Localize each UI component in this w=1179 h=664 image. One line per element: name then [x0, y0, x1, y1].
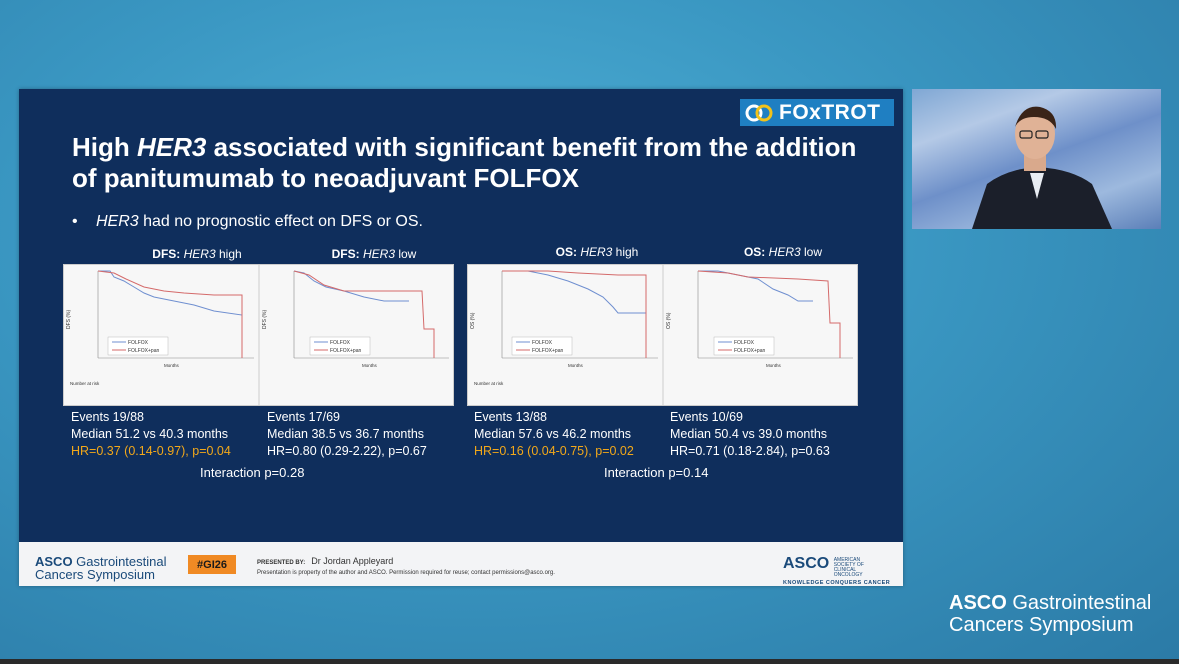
svg-text:Number at risk: Number at risk	[70, 381, 100, 386]
hashtag-badge: #GI26	[188, 555, 236, 574]
svg-text:OS (%): OS (%)	[470, 312, 476, 329]
km-panel-dfs-high: DFS (%) FOLFOX FOLFOX+pan Months Number …	[66, 270, 254, 386]
stats-os-low: Events 10/69 Median 50.4 vs 39.0 months …	[670, 410, 830, 458]
svg-text:Months: Months	[766, 363, 782, 368]
svg-text:FOLFOX: FOLFOX	[128, 340, 149, 346]
asco-logo: ASCO AMERICAN SOCIETY OF CLINICAL ONCOLO…	[783, 555, 891, 586]
speaker-video	[912, 89, 1161, 229]
stats-dfs-low: Events 17/69 Median 38.5 vs 36.7 months …	[267, 410, 427, 458]
km-panel-os-high: OS (%) FOLFOX FOLFOX+pan Months Number a…	[470, 270, 658, 386]
svg-text:FOLFOX+pan: FOLFOX+pan	[330, 348, 361, 354]
svg-text:OS (%): OS (%)	[666, 312, 672, 329]
presenter: PRESENTED BY: Dr Jordan Appleyard	[257, 556, 394, 566]
interaction-os: Interaction p=0.14	[604, 465, 709, 480]
bullet-point: • HER3 had no prognostic effect on DFS or…	[72, 213, 423, 230]
km-panel-dfs-low: DFS (%) FOLFOX FOLFOX+pan Months	[262, 270, 449, 368]
interaction-dfs: Interaction p=0.28	[200, 465, 305, 480]
stats-os-high: Events 13/88 Median 57.6 vs 46.2 months …	[474, 410, 634, 458]
svg-text:FOLFOX+pan: FOLFOX+pan	[128, 348, 159, 354]
speaker-silhouette	[972, 106, 1112, 229]
plot-title-dfs-high: DFS: HER3 high	[152, 247, 242, 261]
svg-text:FOLFOX+pan: FOLFOX+pan	[734, 348, 765, 354]
bottom-bar	[0, 659, 1179, 664]
slide-footer: ASCO Gastrointestinal Cancers Symposium …	[19, 542, 903, 586]
disclaimer: Presentation is property of the author a…	[257, 570, 555, 576]
km-panel-os-low: OS (%) FOLFOX FOLFOX+pan Months	[666, 270, 853, 368]
dfs-km-curves: DFS (%) FOLFOX FOLFOX+pan Months Number …	[66, 265, 449, 405]
svg-text:FOLFOX: FOLFOX	[330, 340, 351, 346]
foxtrot-logo-text: FOxTROT	[779, 100, 881, 124]
svg-text:FOLFOX: FOLFOX	[734, 340, 755, 346]
plot-title-os-low: OS: HER3 low	[743, 245, 823, 259]
svg-text:DFS (%): DFS (%)	[262, 310, 268, 330]
svg-text:Number at risk: Number at risk	[474, 381, 504, 386]
stats-dfs-high: Events 19/88 Median 51.2 vs 40.3 months …	[71, 410, 231, 458]
svg-text:DFS (%): DFS (%)	[66, 310, 72, 330]
presentation-slide: FOxTROT High HER3 associated with signif…	[19, 89, 903, 586]
svg-text:Months: Months	[164, 363, 180, 368]
foxtrot-logo-icon	[745, 104, 773, 121]
os-km-plots: OS (%) FOLFOX FOLFOX+pan Months Number a…	[467, 264, 858, 406]
os-km-curves: OS (%) FOLFOX FOLFOX+pan Months Number a…	[470, 265, 853, 405]
plot-title-dfs-low: DFS: HER3 low	[331, 247, 417, 261]
svg-text:Months: Months	[568, 363, 584, 368]
footer-asco-gi-logo: ASCO Gastrointestinal Cancers Symposium	[35, 554, 167, 582]
event-brand: ASCO Gastrointestinal Cancers Symposium	[949, 592, 1152, 636]
svg-text:FOLFOX: FOLFOX	[532, 340, 553, 346]
foxtrot-logo: FOxTROT	[740, 99, 894, 126]
svg-text:FOLFOX+pan: FOLFOX+pan	[532, 348, 563, 354]
plot-title-os-high: OS: HER3 high	[555, 245, 639, 259]
slide-title: High HER3 associated with significant be…	[72, 132, 857, 193]
svg-text:Months: Months	[362, 363, 378, 368]
dfs-km-plots: DFS (%) FOLFOX FOLFOX+pan Months Number …	[63, 264, 454, 406]
